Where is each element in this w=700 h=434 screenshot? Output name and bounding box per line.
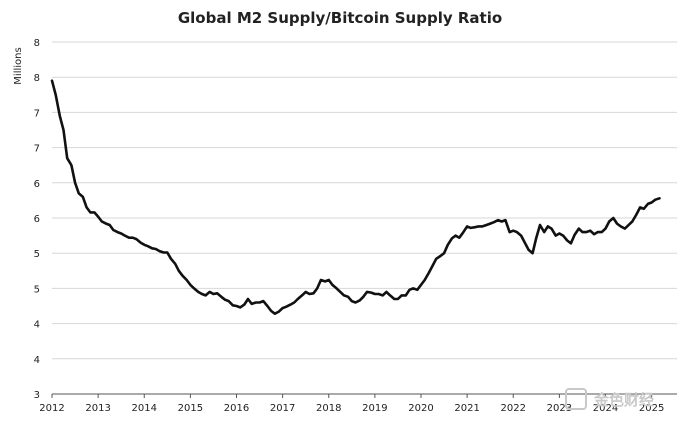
grid-lines — [52, 41, 677, 360]
x-tick-label: 2023 — [547, 403, 572, 414]
x-tick-label: 2015 — [178, 403, 203, 414]
y-tick-label: 4 — [34, 355, 40, 366]
y-tick-label: 5 — [34, 249, 40, 260]
y-tick-label: 8 — [34, 73, 40, 84]
x-tick-label: 2020 — [408, 403, 433, 414]
y-tick-label: 4 — [34, 320, 40, 331]
x-tick-label: 2018 — [316, 403, 341, 414]
y-tick-label: 3 — [34, 390, 40, 401]
x-tick-label: 2021 — [454, 403, 479, 414]
chart-title: Global M2 Supply/Bitcoin Supply Ratio — [178, 9, 502, 27]
x-tick-label: 2019 — [362, 403, 387, 414]
x-tick-label: 2022 — [501, 403, 526, 414]
watermark-text: 金色财经 — [593, 391, 654, 409]
y-tick-label: 7 — [34, 144, 40, 155]
x-tick-label: 2017 — [270, 403, 295, 414]
y-tick-label: 6 — [34, 179, 40, 190]
x-tick-label: 2012 — [39, 403, 64, 414]
tick-labels: 3 4 4 5 5 6 6 7 7 8 8 2012 2013 2014 2015 2016 2017 2018 2… — [34, 38, 665, 414]
x-tick-label: 2013 — [85, 403, 110, 414]
x-tick-label: 2024 — [593, 403, 618, 414]
x-tick-label: 2025 — [639, 403, 664, 414]
x-tick-label: 2016 — [224, 403, 249, 414]
y-tick-label: 5 — [34, 284, 40, 295]
x-tick-label: 2014 — [132, 403, 157, 414]
series-line — [50, 79, 661, 315]
axes — [51, 393, 677, 398]
y-tick-label: 7 — [34, 108, 40, 119]
y-tick-label: 8 — [34, 38, 40, 49]
y-tick-label: 6 — [34, 214, 40, 225]
y-axis-label: Millions — [13, 47, 24, 84]
series-layer — [50, 79, 661, 315]
watermark: 金色财经 — [565, 388, 654, 410]
watermark-logo — [565, 388, 587, 410]
